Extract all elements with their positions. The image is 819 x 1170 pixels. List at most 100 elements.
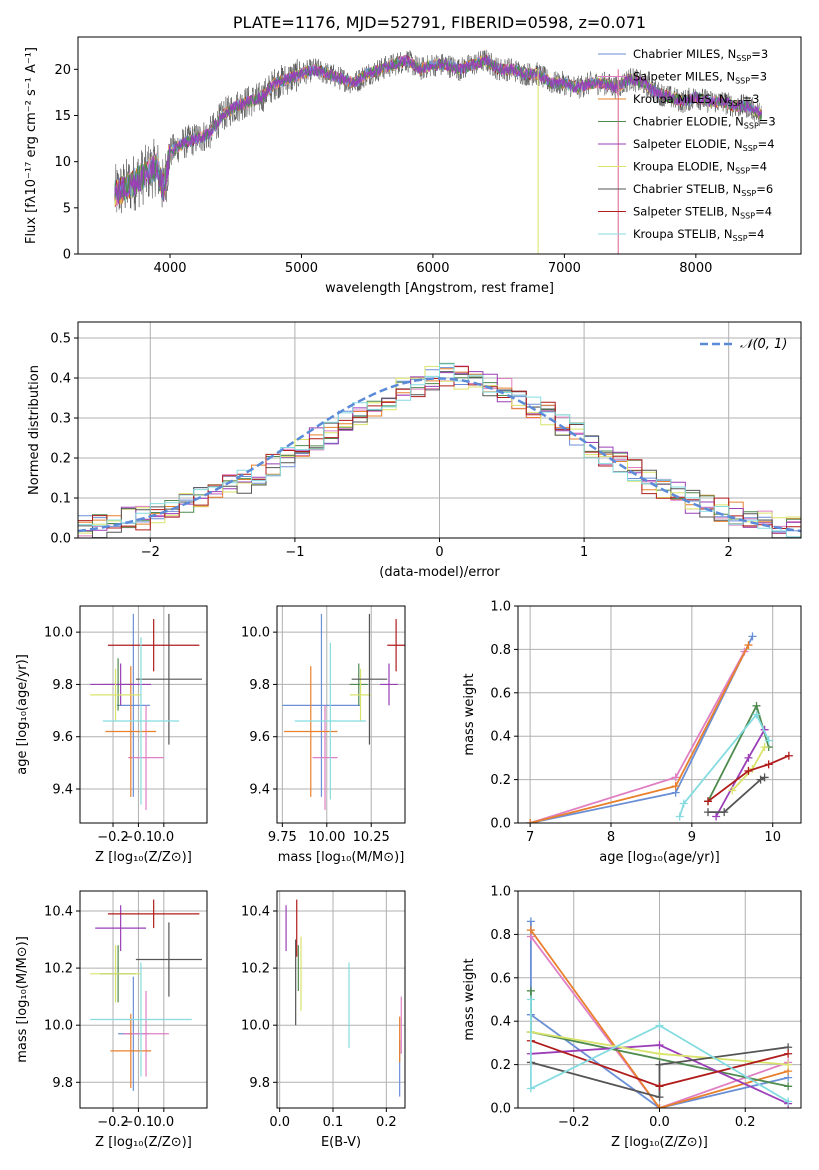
gaussian-curve (78, 377, 801, 533)
mass-weight-line (530, 921, 789, 1108)
y-tick-label: 0.8 (490, 643, 511, 658)
x-axis-label: age [log₁₀(age/yr)] (599, 850, 720, 865)
y-tick-label: 0 (63, 248, 71, 263)
x-axis-label: mass [log₁₀(M/M⊙)] (278, 850, 405, 865)
plot-area (526, 632, 793, 823)
y-tick-label: 10.4 (44, 904, 73, 919)
y-axis-label: mass [log₁₀(M/M⊙)] (15, 936, 30, 1063)
axes-frame (77, 36, 802, 255)
plot-area (114, 49, 762, 254)
legend-entry: 𝒩(0, 1) (740, 337, 787, 352)
panel-residual_hist: −2 −1 0 1 2 0.0 0.1 0.2 0.3 0.4 0.5 (data-model)/er… (27, 321, 802, 580)
mass-weight-marker (744, 766, 753, 775)
mass-weight-marker (752, 710, 761, 719)
mass-weight-marker (704, 797, 713, 806)
x-tick-label: 2 (725, 545, 733, 560)
mass-weight-marker (704, 808, 713, 817)
mass-weight-marker (526, 917, 535, 926)
y-tick-label: 0.6 (490, 686, 511, 701)
grid (277, 891, 405, 1108)
mass-weight-marker (756, 775, 765, 784)
mass-weight-marker (764, 736, 773, 745)
grid (518, 605, 801, 824)
axes-frame (79, 890, 208, 1109)
x-tick-label: 7000 (548, 261, 581, 276)
mass-weight-marker (784, 1082, 793, 1091)
x-tick-label: 6000 (416, 261, 449, 276)
x-tick-label: −0.1 (123, 1115, 155, 1130)
y-tick-label: 20 (54, 63, 71, 78)
y-tick-label: 0.6 (490, 971, 511, 986)
y-tick-label: 9.8 (52, 1076, 73, 1091)
legend-entry: Salpeter MILES, NSSP=3 (633, 70, 767, 86)
panel-spectrum: 4000 5000 6000 7000 8000 0 5 10 15 20 wavelength [… (24, 13, 802, 296)
grid (78, 322, 801, 539)
mass-weight-marker (526, 986, 535, 995)
y-tick-label: 0.5 (50, 332, 71, 347)
mass-weight-marker (655, 1093, 664, 1102)
x-axis-label: Z [log₁₀(Z/Z⊙)] (95, 1135, 192, 1150)
legend: Chabrier MILES, NSSP=3 Salpeter MILES, NS… (598, 47, 776, 243)
x-tick-label: 0.2 (735, 1115, 756, 1130)
mass-weight-marker (748, 632, 757, 641)
chart-title: PLATE=1176, MJD=52791, FIBERID=0598, z=0… (233, 13, 646, 32)
mass-weight-line (678, 712, 770, 817)
mass-weight-marker (655, 1041, 664, 1050)
mass-weight-line (708, 776, 766, 813)
mass-weight-marker (655, 1021, 664, 1030)
x-tick-label: −2 (141, 545, 160, 560)
x-tick-label: 10.25 (353, 830, 390, 845)
y-tick-label: 10.0 (44, 626, 73, 641)
model-spectrum-line (114, 53, 762, 205)
mass-weight-marker (728, 786, 737, 795)
panel-mass_weight_vs_age: 7 8 9 10 0.0 0.2 0.4 0.6 0.8 1.0 age [log₁₀(age/yr… (462, 600, 802, 865)
mass-weight-marker (784, 751, 793, 760)
x-tick-label: −0.2 (97, 1115, 129, 1130)
x-tick-label: 0.0 (153, 830, 174, 845)
x-tick-label: 7 (526, 830, 534, 845)
panel-mass_vs_EBV: 0.0 0.1 0.2 9.8 10.0 10.2 10.4 E(B-V) (241, 890, 406, 1150)
grid (80, 891, 207, 1108)
y-tick-label: 0.0 (490, 1102, 511, 1117)
mass-weight-marker (752, 701, 761, 710)
mass-weight-line (530, 1046, 789, 1099)
plot-area (90, 613, 202, 810)
y-tick-label: 10 (54, 155, 71, 170)
y-tick-label: 1.0 (490, 885, 511, 900)
mass-weight-marker (764, 760, 773, 769)
y-tick-label: 10.4 (241, 904, 270, 919)
x-axis-label: Z [log₁₀(Z/Z⊙)] (611, 1135, 708, 1150)
x-tick-label: 10.00 (308, 830, 345, 845)
y-tick-label: 10.2 (241, 962, 270, 977)
y-tick-label: 0.2 (490, 1058, 511, 1073)
mass-weight-marker (712, 812, 721, 821)
y-tick-label: 0.0 (490, 817, 511, 832)
plot-area (526, 917, 793, 1108)
mass-weight-marker (655, 1104, 664, 1108)
y-tick-label: 9.6 (52, 730, 73, 745)
mass-weight-marker (784, 1049, 793, 1058)
mass-weight-marker (679, 799, 688, 808)
x-tick-label: −0.2 (97, 830, 129, 845)
y-tick-label: 9.6 (249, 730, 270, 745)
plot-area (282, 613, 405, 810)
axes-frame (276, 890, 406, 1109)
y-axis-label: Flux [fλ10⁻¹⁷ erg cm⁻² s⁻¹ A⁻¹] (24, 47, 39, 244)
y-tick-label: 10.0 (241, 626, 270, 641)
x-tick-label: 0.0 (649, 1115, 670, 1130)
mass-weight-marker (671, 773, 680, 782)
axes-frame (79, 605, 208, 824)
y-tick-label: 9.4 (52, 783, 73, 798)
x-tick-label: 9.75 (268, 830, 297, 845)
mass-weight-marker (720, 808, 729, 817)
mass-weight-line (715, 729, 766, 817)
y-tick-label: 0.2 (50, 452, 71, 467)
mass-weight-marker (760, 773, 769, 782)
residual-histogram-step (78, 363, 801, 538)
y-tick-label: 0.1 (50, 492, 71, 507)
legend-entry: Kroupa MILES, NSSP=3 (633, 92, 759, 108)
legend-entry: Kroupa ELODIE, NSSP=4 (633, 160, 767, 176)
x-tick-label: 0.0 (269, 1115, 290, 1130)
y-tick-label: 0.2 (490, 773, 511, 788)
